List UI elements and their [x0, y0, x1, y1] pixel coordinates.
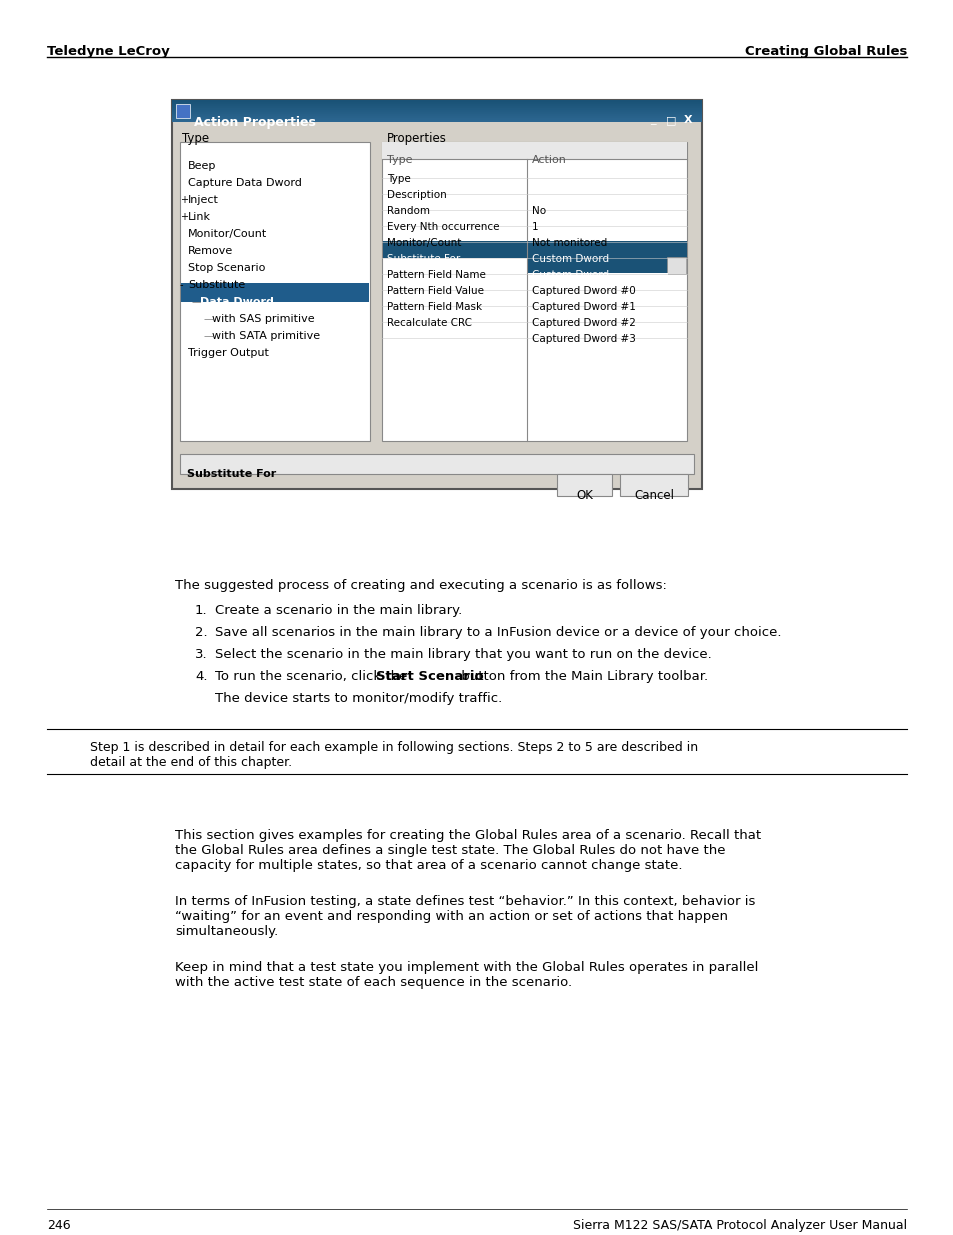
Bar: [666, 257, 685, 274]
Bar: [172, 100, 701, 122]
Text: Type: Type: [387, 174, 411, 184]
Text: X: X: [683, 115, 692, 125]
Bar: [180, 142, 370, 441]
Bar: [180, 454, 693, 474]
Text: Substitute For: Substitute For: [187, 469, 276, 479]
Text: with SAS primitive: with SAS primitive: [212, 314, 314, 324]
Text: Type: Type: [387, 154, 412, 164]
Text: Sierra M122 SAS/SATA Protocol Analyzer User Manual: Sierra M122 SAS/SATA Protocol Analyzer U…: [572, 1219, 906, 1231]
Bar: [527, 273, 667, 290]
Bar: [175, 104, 190, 117]
Text: -: -: [180, 279, 183, 290]
Text: Action: Action: [532, 154, 566, 164]
Text: button from the Main Library toolbar.: button from the Main Library toolbar.: [456, 671, 708, 683]
Text: —: —: [204, 331, 213, 341]
Text: Start Scenario: Start Scenario: [375, 671, 483, 683]
Text: 246: 246: [47, 1219, 71, 1231]
Bar: [527, 305, 667, 321]
Text: Pattern Field Mask: Pattern Field Mask: [387, 301, 481, 311]
Text: The device starts to monitor/modify traffic.: The device starts to monitor/modify traf…: [214, 692, 501, 705]
Text: OK: OK: [576, 489, 593, 503]
Text: Keep in mind that a test state you implement with the Global Rules operates in p: Keep in mind that a test state you imple…: [174, 961, 758, 989]
Text: Step 1 is described in detail for each example in following sections. Steps 2 to: Step 1 is described in detail for each e…: [90, 741, 698, 769]
Text: Custom Dword: Custom Dword: [532, 253, 608, 264]
Bar: [619, 474, 687, 496]
Text: Captured Dword #3: Captured Dword #3: [532, 333, 636, 343]
Text: Substitute For: Substitute For: [387, 253, 459, 264]
Text: Link: Link: [188, 211, 211, 222]
Text: Teledyne LeCroy: Teledyne LeCroy: [47, 44, 170, 58]
Text: Captured Dword #1: Captured Dword #1: [532, 301, 636, 311]
Text: To run the scenario, click the: To run the scenario, click the: [214, 671, 411, 683]
Text: Trigger Output: Trigger Output: [188, 347, 269, 358]
Bar: [172, 100, 701, 489]
Text: Remove: Remove: [188, 246, 233, 256]
Text: +: +: [180, 195, 188, 205]
Text: Recalculate CRC: Recalculate CRC: [387, 317, 472, 327]
Text: Captured Dword #0: Captured Dword #0: [532, 285, 635, 295]
Text: 2.: 2.: [194, 626, 208, 640]
Text: Substitute: Substitute: [188, 279, 245, 290]
Text: Beep: Beep: [188, 161, 216, 170]
Text: _: _: [649, 115, 655, 125]
Bar: [527, 321, 667, 337]
Text: Description: Description: [387, 190, 446, 200]
Text: Capture Data Dword: Capture Data Dword: [188, 178, 301, 188]
Text: Save all scenarios in the main library to a InFusion device or a device of your : Save all scenarios in the main library t…: [214, 626, 781, 640]
Text: 1.: 1.: [194, 604, 208, 618]
Text: Stop Scenario: Stop Scenario: [188, 263, 265, 273]
Bar: [382, 241, 526, 258]
Text: Not monitored: Not monitored: [532, 237, 607, 248]
Text: Pattern Field Name: Pattern Field Name: [387, 269, 485, 279]
Text: Cancel: Cancel: [634, 489, 673, 503]
Bar: [381, 142, 686, 159]
Text: Random: Random: [387, 206, 430, 216]
Bar: [527, 257, 667, 274]
Bar: [527, 289, 667, 305]
Text: No: No: [532, 206, 545, 216]
Text: with SATA primitive: with SATA primitive: [212, 331, 320, 341]
Text: Pattern Field Value: Pattern Field Value: [387, 285, 483, 295]
Text: 3.: 3.: [194, 648, 208, 661]
Text: Type: Type: [182, 132, 209, 144]
Text: This section gives examples for creating the Global Rules area of a scenario. Re: This section gives examples for creating…: [174, 829, 760, 872]
Text: Every Nth occurrence: Every Nth occurrence: [387, 222, 499, 232]
Text: Action Properties: Action Properties: [193, 116, 315, 128]
Text: Monitor/Count: Monitor/Count: [387, 237, 461, 248]
Bar: [381, 142, 686, 441]
Text: 1: 1: [532, 222, 538, 232]
Bar: [557, 474, 612, 496]
Text: Data Dword: Data Dword: [200, 296, 274, 306]
Text: Captured Dword #2: Captured Dword #2: [532, 317, 636, 327]
Text: □: □: [665, 115, 676, 125]
Text: Inject: Inject: [188, 195, 218, 205]
Text: —: —: [192, 296, 201, 306]
Text: Create a scenario in the main library.: Create a scenario in the main library.: [214, 604, 462, 618]
Text: —: —: [204, 314, 213, 324]
Bar: [527, 241, 686, 258]
Text: +: +: [180, 211, 188, 222]
Bar: [382, 241, 526, 258]
Bar: [181, 283, 369, 301]
Text: Creating Global Rules: Creating Global Rules: [744, 44, 906, 58]
Text: In terms of InFusion testing, a state defines test “behavior.” In this context, : In terms of InFusion testing, a state de…: [174, 895, 755, 937]
Text: The suggested process of creating and executing a scenario is as follows:: The suggested process of creating and ex…: [174, 579, 666, 593]
Text: 4.: 4.: [194, 671, 208, 683]
Text: Custom Dword: Custom Dword: [532, 269, 608, 279]
Text: Properties: Properties: [387, 132, 446, 144]
Text: Select the scenario in the main library that you want to run on the device.: Select the scenario in the main library …: [214, 648, 711, 661]
Text: Monitor/Count: Monitor/Count: [188, 228, 267, 238]
